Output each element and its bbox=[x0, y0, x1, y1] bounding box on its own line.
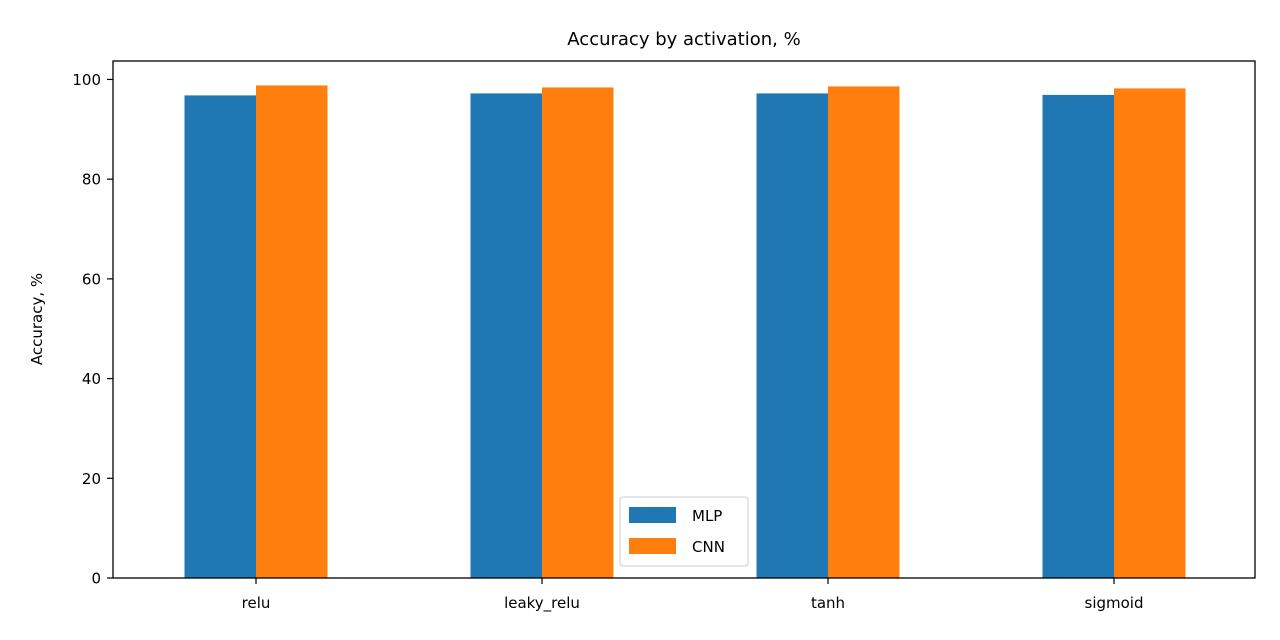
y-tick-label: 100 bbox=[72, 71, 101, 89]
bar-mlp-tanh bbox=[756, 93, 828, 578]
chart-title: Accuracy by activation, % bbox=[567, 29, 800, 50]
bar-mlp-relu bbox=[184, 95, 256, 578]
y-tick-label: 40 bbox=[82, 370, 101, 388]
y-axis-ticks: 0 20 40 60 80 100 bbox=[72, 71, 113, 588]
y-tick-label: 20 bbox=[82, 470, 101, 488]
legend-swatch-cnn bbox=[629, 538, 676, 554]
y-tick-label: 0 bbox=[91, 570, 101, 588]
x-tick-label-tanh: tanh bbox=[811, 594, 845, 612]
y-tick-label: 60 bbox=[82, 270, 101, 288]
bar-cnn-tanh bbox=[828, 86, 900, 578]
bar-cnn-sigmoid bbox=[1114, 88, 1186, 578]
legend-label-cnn: CNN bbox=[692, 538, 725, 556]
legend: MLP CNN bbox=[619, 496, 749, 567]
bar-cnn-leaky-relu bbox=[542, 87, 614, 578]
legend-swatch-mlp bbox=[629, 507, 676, 523]
bar-mlp-leaky-relu bbox=[470, 93, 542, 578]
x-axis-ticks: relu leaky_relu tanh sigmoid bbox=[242, 578, 1144, 613]
bar-cnn-relu bbox=[256, 85, 328, 578]
bars-group bbox=[184, 85, 1186, 578]
bar-mlp-sigmoid bbox=[1042, 94, 1114, 578]
plot-frame bbox=[112, 60, 1256, 579]
x-tick-label-relu: relu bbox=[242, 594, 271, 612]
y-tick-label: 80 bbox=[82, 171, 101, 189]
legend-label-mlp: MLP bbox=[692, 507, 722, 525]
y-axis-label: Accuracy, % bbox=[28, 273, 46, 365]
x-tick-label-sigmoid: sigmoid bbox=[1085, 594, 1144, 612]
x-tick-label-leaky-relu: leaky_relu bbox=[504, 594, 580, 613]
